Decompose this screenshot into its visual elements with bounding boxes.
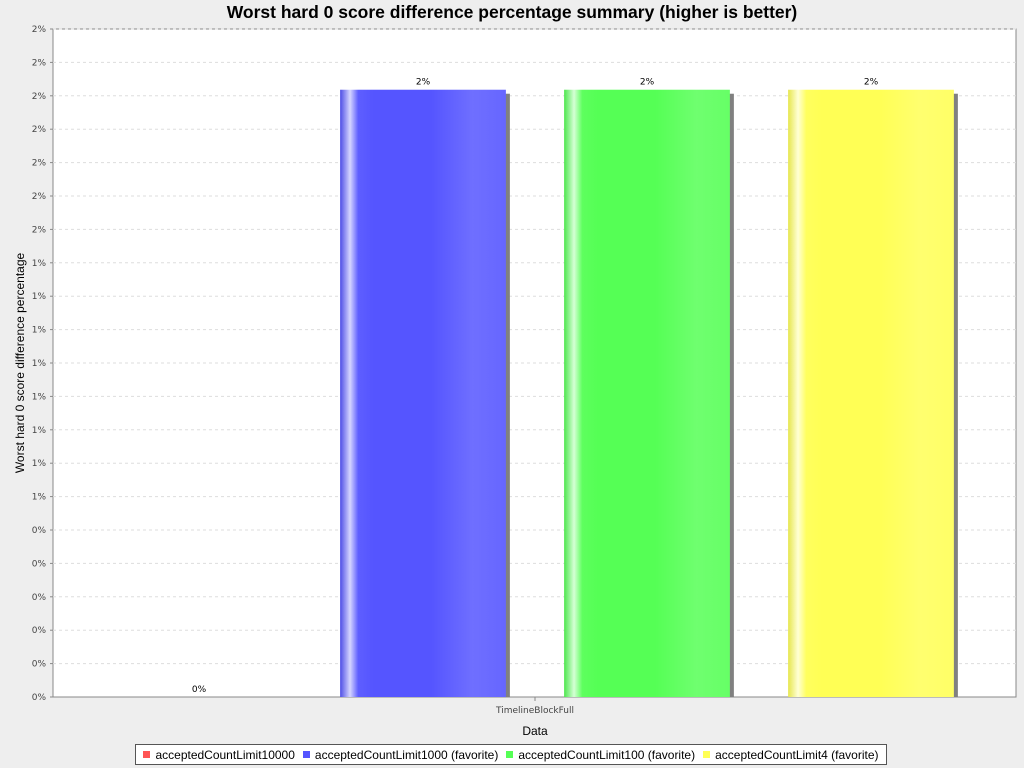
y-tick-label: 1% [32, 392, 47, 402]
y-tick-label: 1% [32, 259, 47, 269]
x-axis-ticks: TimelineBlockFull [495, 697, 574, 716]
y-axis-title: Worst hard 0 score difference percentage [13, 253, 27, 474]
y-tick-label: 2% [32, 225, 47, 235]
y-axis-ticks: 0% 0% 0% 0% 0% 0% 1% 1% 1% 1% 1% 1% 1% 1% 2% 2% 2% 2% 2% 2%… [32, 25, 53, 703]
bars: 0% 2% 2% 2% [192, 78, 958, 697]
y-tick-label: 1% [32, 292, 47, 302]
y-tick-label: 0% [32, 559, 47, 569]
y-tick-label: 1% [32, 493, 47, 503]
y-tick-label: 0% [32, 593, 47, 603]
legend-swatch [703, 751, 711, 758]
x-tick-label: TimelineBlockFull [495, 706, 574, 716]
y-tick-label: 2% [32, 25, 47, 35]
legend-item: acceptedCountLimit4 (favorite) [703, 747, 879, 762]
y-tick-label: 1% [32, 326, 47, 336]
legend-item: acceptedCountLimit100 (favorite) [506, 748, 695, 762]
y-tick-label: 2% [32, 159, 47, 169]
y-tick-label: 1% [32, 459, 47, 469]
legend-swatch [302, 751, 310, 758]
y-tick-label: 0% [32, 626, 47, 636]
y-tick-label: 1% [32, 426, 47, 436]
bar-value-label: 2% [640, 78, 655, 88]
y-tick-label: 0% [32, 660, 47, 670]
legend-label: acceptedCountLimit100 (favorite) [518, 747, 696, 762]
legend-item: acceptedCountLimit10000 [143, 747, 295, 762]
chart-title: Worst hard 0 score difference percentage… [226, 2, 798, 22]
legend: acceptedCountLimit10000 acceptedCountLimi… [135, 744, 887, 765]
legend-label: acceptedCountLimit4 (favorite) [715, 747, 879, 762]
x-axis-title: Data [522, 724, 548, 738]
legend-swatch [143, 751, 151, 758]
legend-label: acceptedCountLimit1000 (favorite) [314, 747, 499, 762]
y-tick-label: 2% [32, 58, 47, 68]
bar-acceptedcountlimit100-favorite- [564, 89, 730, 697]
bar-value-label: 2% [416, 78, 431, 88]
y-tick-label: 2% [32, 192, 47, 202]
bar-acceptedcountlimit4-favorite- [788, 89, 954, 697]
legend-swatch [506, 751, 514, 758]
legend-item: acceptedCountLimit1000 (favorite) [302, 747, 499, 762]
y-tick-label: 2% [32, 125, 47, 135]
y-tick-label: 2% [32, 92, 47, 102]
bar-acceptedcountlimit1000-favorite- [340, 89, 506, 697]
grid-layer [53, 28, 1016, 665]
legend-label: acceptedCountLimit10000 [155, 747, 295, 762]
y-tick-label: 0% [32, 693, 47, 703]
bar-value-label: 2% [864, 78, 879, 88]
y-tick-label: 0% [32, 526, 47, 536]
y-tick-label: 1% [32, 359, 47, 369]
bar-value-label: 0% [192, 685, 207, 695]
